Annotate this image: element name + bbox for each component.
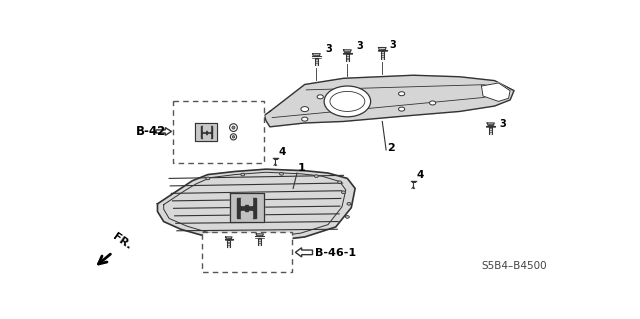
Polygon shape: [264, 75, 514, 127]
Polygon shape: [381, 51, 384, 59]
Text: 3: 3: [389, 40, 396, 49]
Bar: [202, 232, 292, 272]
Circle shape: [232, 136, 235, 138]
Polygon shape: [203, 126, 205, 131]
Polygon shape: [203, 131, 210, 134]
Ellipse shape: [324, 86, 371, 117]
Polygon shape: [230, 193, 264, 222]
Polygon shape: [241, 211, 244, 218]
Ellipse shape: [317, 95, 323, 99]
Bar: [173, 101, 264, 163]
Polygon shape: [315, 57, 318, 65]
Text: 4: 4: [417, 170, 424, 181]
Ellipse shape: [301, 107, 308, 112]
Polygon shape: [227, 240, 230, 247]
Polygon shape: [481, 83, 510, 101]
Polygon shape: [346, 54, 349, 61]
Text: 2: 2: [387, 144, 395, 153]
Polygon shape: [237, 198, 241, 218]
Polygon shape: [312, 54, 320, 56]
Polygon shape: [157, 169, 355, 242]
Ellipse shape: [347, 203, 351, 205]
Polygon shape: [250, 198, 252, 205]
Text: 4: 4: [278, 147, 286, 157]
Polygon shape: [489, 127, 492, 134]
Polygon shape: [252, 198, 256, 218]
Ellipse shape: [429, 101, 436, 105]
Text: FR.: FR.: [111, 231, 134, 251]
Polygon shape: [241, 198, 244, 205]
Polygon shape: [378, 48, 386, 50]
Ellipse shape: [346, 216, 349, 218]
Text: 3: 3: [356, 41, 363, 51]
Ellipse shape: [399, 92, 404, 96]
Polygon shape: [226, 237, 232, 239]
Circle shape: [232, 126, 235, 129]
Polygon shape: [208, 134, 210, 138]
Polygon shape: [208, 126, 210, 131]
Ellipse shape: [206, 177, 210, 180]
Polygon shape: [241, 205, 252, 211]
Text: 3: 3: [325, 44, 332, 54]
Polygon shape: [344, 50, 351, 53]
Polygon shape: [210, 126, 212, 138]
Polygon shape: [201, 126, 203, 138]
Ellipse shape: [301, 117, 308, 121]
Text: 1: 1: [298, 163, 305, 173]
Polygon shape: [203, 134, 205, 138]
Polygon shape: [256, 234, 264, 236]
Ellipse shape: [241, 173, 244, 176]
Polygon shape: [250, 211, 252, 218]
Ellipse shape: [399, 107, 404, 111]
Ellipse shape: [314, 175, 318, 177]
Ellipse shape: [338, 181, 342, 184]
Ellipse shape: [280, 173, 284, 175]
Polygon shape: [195, 123, 217, 141]
Ellipse shape: [342, 191, 346, 194]
Text: 3: 3: [499, 119, 506, 129]
Text: B-46-1: B-46-1: [315, 248, 356, 258]
Text: S5B4–B4500: S5B4–B4500: [481, 261, 547, 271]
Polygon shape: [156, 128, 172, 135]
Polygon shape: [296, 248, 312, 257]
Polygon shape: [258, 238, 262, 245]
Polygon shape: [487, 123, 494, 126]
Text: B-42: B-42: [136, 125, 166, 138]
